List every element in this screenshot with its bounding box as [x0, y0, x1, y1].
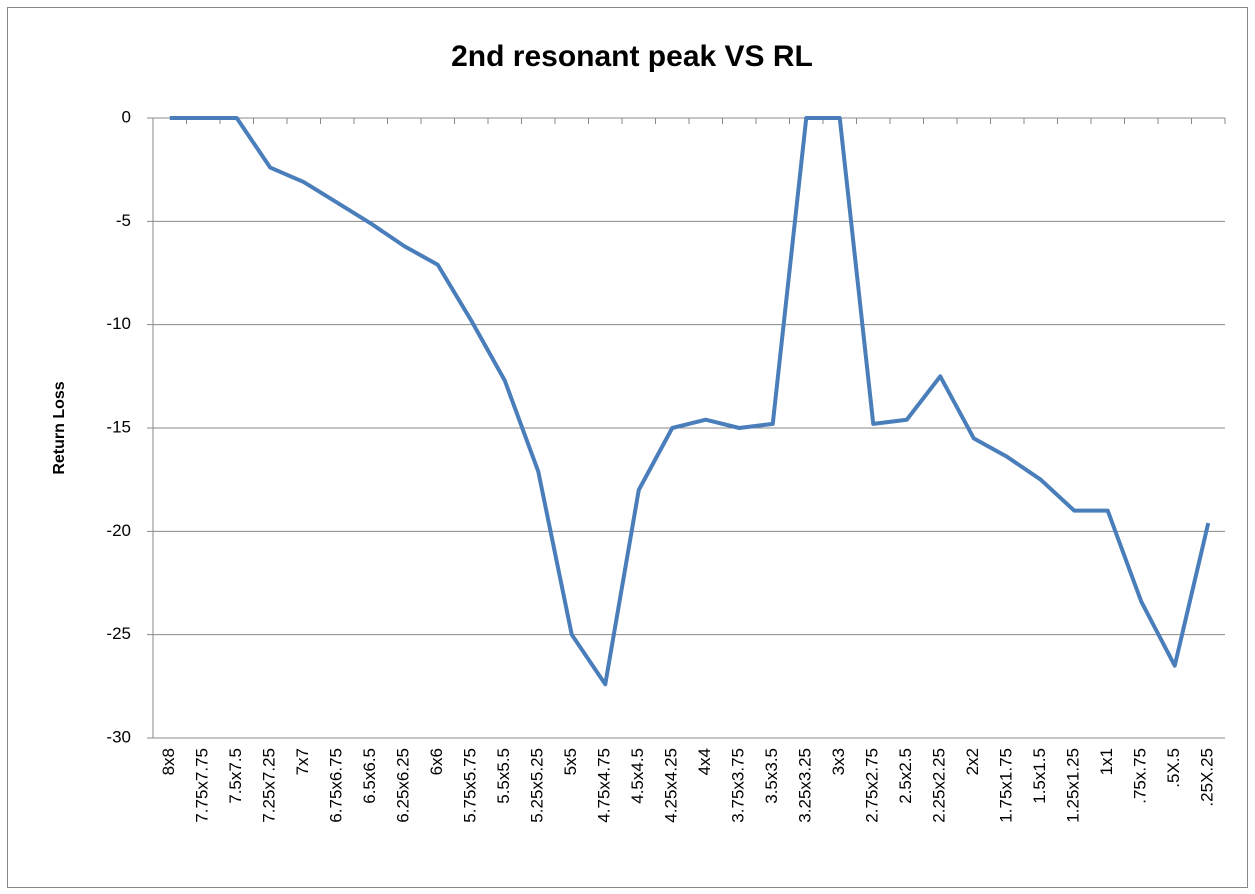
x-tick-label: 1x1: [1097, 748, 1116, 775]
chart-title: 2nd resonant peak VS RL: [451, 40, 813, 73]
x-tick-label: 3x3: [829, 748, 848, 775]
x-tick-label: 2.75x2.75: [863, 748, 882, 823]
x-tick-label: 6x6: [427, 748, 446, 775]
x-tick-label: 5.25x5.25: [528, 748, 547, 823]
line: [169, 116, 1211, 687]
x-tick-label: .75x.75: [1131, 748, 1150, 804]
x-tick-label: 7x7: [293, 748, 312, 775]
x-tick-label: 5.5x5.5: [494, 748, 513, 804]
x-tick-label: 4.75x4.75: [595, 748, 614, 823]
x-tick-label: 2.25x2.25: [930, 748, 949, 823]
x-tick-label: 2x2: [963, 748, 982, 775]
x-tick-label: 1.75x1.75: [997, 748, 1016, 823]
x-tick-label: 4.25x4.25: [662, 748, 681, 823]
chart-border: [7, 7, 1248, 888]
x-tick-label: 1.5x1.5: [1030, 748, 1049, 804]
x-tick-label: 4.5x4.5: [628, 748, 647, 804]
x-tick-label: 5.75x5.75: [461, 748, 480, 823]
x-tick-label: 6.25x6.25: [394, 748, 413, 823]
y-tick-label: -15: [106, 417, 131, 436]
y-tick-label: -10: [106, 314, 131, 333]
x-tick-label: 4x4: [695, 748, 714, 775]
x-tick-label: 7.5x7.5: [226, 748, 245, 804]
x-tick-label: .5X.5: [1164, 748, 1183, 788]
x-tick-label: 6.5x6.5: [360, 748, 379, 804]
y-tick-label: -25: [106, 624, 131, 643]
x-tick-label: 7.25x7.25: [260, 748, 279, 823]
x-tick-label: 1.25x1.25: [1064, 748, 1083, 823]
x-tick-label: .25X.25: [1198, 748, 1217, 807]
x-tick-label: 6.75x6.75: [327, 748, 346, 823]
x-tick-label: 3.75x3.75: [729, 748, 748, 823]
x-tick-label: 3.5x3.5: [762, 748, 781, 804]
x-tick-label: 8x8: [159, 748, 178, 775]
x-tick-label: 5x5: [561, 748, 580, 775]
x-tick-label: 7.75x7.75: [193, 748, 212, 823]
y-tick-label: -5: [116, 211, 131, 230]
x-tick-label: 3.25x3.25: [796, 748, 815, 823]
y-tick-label: -20: [106, 521, 131, 540]
y-axis-label: Return Loss: [51, 381, 68, 474]
x-tick-label: 2.5x2.5: [896, 748, 915, 804]
y-tick-label: 0: [122, 107, 131, 126]
y-tick-label: -30: [106, 727, 131, 746]
